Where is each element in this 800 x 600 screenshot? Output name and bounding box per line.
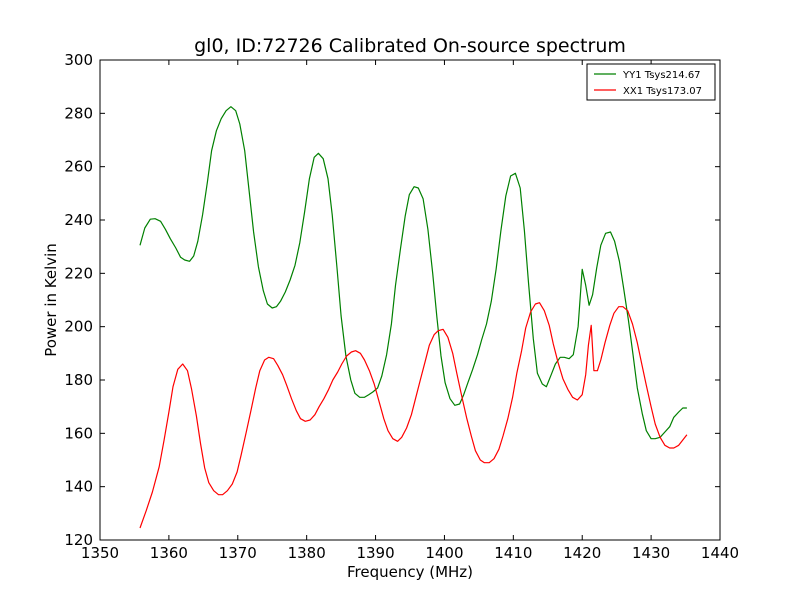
series-line-xx1 [139, 302, 688, 529]
x-tick-label: 1420 [563, 544, 601, 562]
plot-frame [99, 59, 721, 541]
series-line-yy1 [139, 106, 687, 440]
y-tick-label: 260 [64, 158, 93, 176]
chart-title: gl0, ID:72726 Calibrated On-source spect… [194, 35, 626, 57]
y-tick-label: 160 [64, 424, 93, 442]
y-tick-label: 280 [64, 104, 93, 122]
x-tick-label: 1390 [356, 544, 394, 562]
legend: YY1 Tsys214.67 XX1 Tsys173.07 [586, 63, 716, 101]
x-tick-label: 1400 [425, 544, 463, 562]
series-layer [139, 106, 688, 529]
y-tick-label: 180 [64, 371, 93, 389]
x-tick-label: 1430 [632, 544, 670, 562]
x-tick-label: 1440 [701, 544, 739, 562]
x-tick-label: 1350 [81, 544, 119, 562]
y-tick-label: 120 [64, 531, 93, 549]
x-axis-label: Frequency (MHz) [347, 563, 473, 581]
plot-area [99, 59, 721, 541]
legend-label-xx1: XX1 Tsys173.07 [623, 86, 702, 97]
y-tick-label: 140 [64, 478, 93, 496]
y-tick-label: 220 [64, 264, 93, 282]
y-tick-label: 200 [64, 318, 93, 336]
legend-label-yy1: YY1 Tsys214.67 [622, 70, 701, 81]
x-tick-label: 1370 [219, 544, 257, 562]
y-axis-label: Power in Kelvin [42, 243, 60, 357]
x-tick-label: 1360 [150, 544, 188, 562]
y-tick-label: 300 [64, 51, 93, 69]
y-tick-labels: 120 140 160 180 200 220 240 260 280 300 [64, 51, 93, 549]
x-tick-label: 1410 [494, 544, 532, 562]
plot-background [100, 60, 720, 540]
legend-box [586, 63, 716, 101]
y-tick-label: 240 [64, 211, 93, 229]
x-tick-labels: 1350 1360 1370 1380 1390 1400 1410 1420 1430 1440 [81, 544, 739, 562]
x-tick-label: 1380 [288, 544, 326, 562]
